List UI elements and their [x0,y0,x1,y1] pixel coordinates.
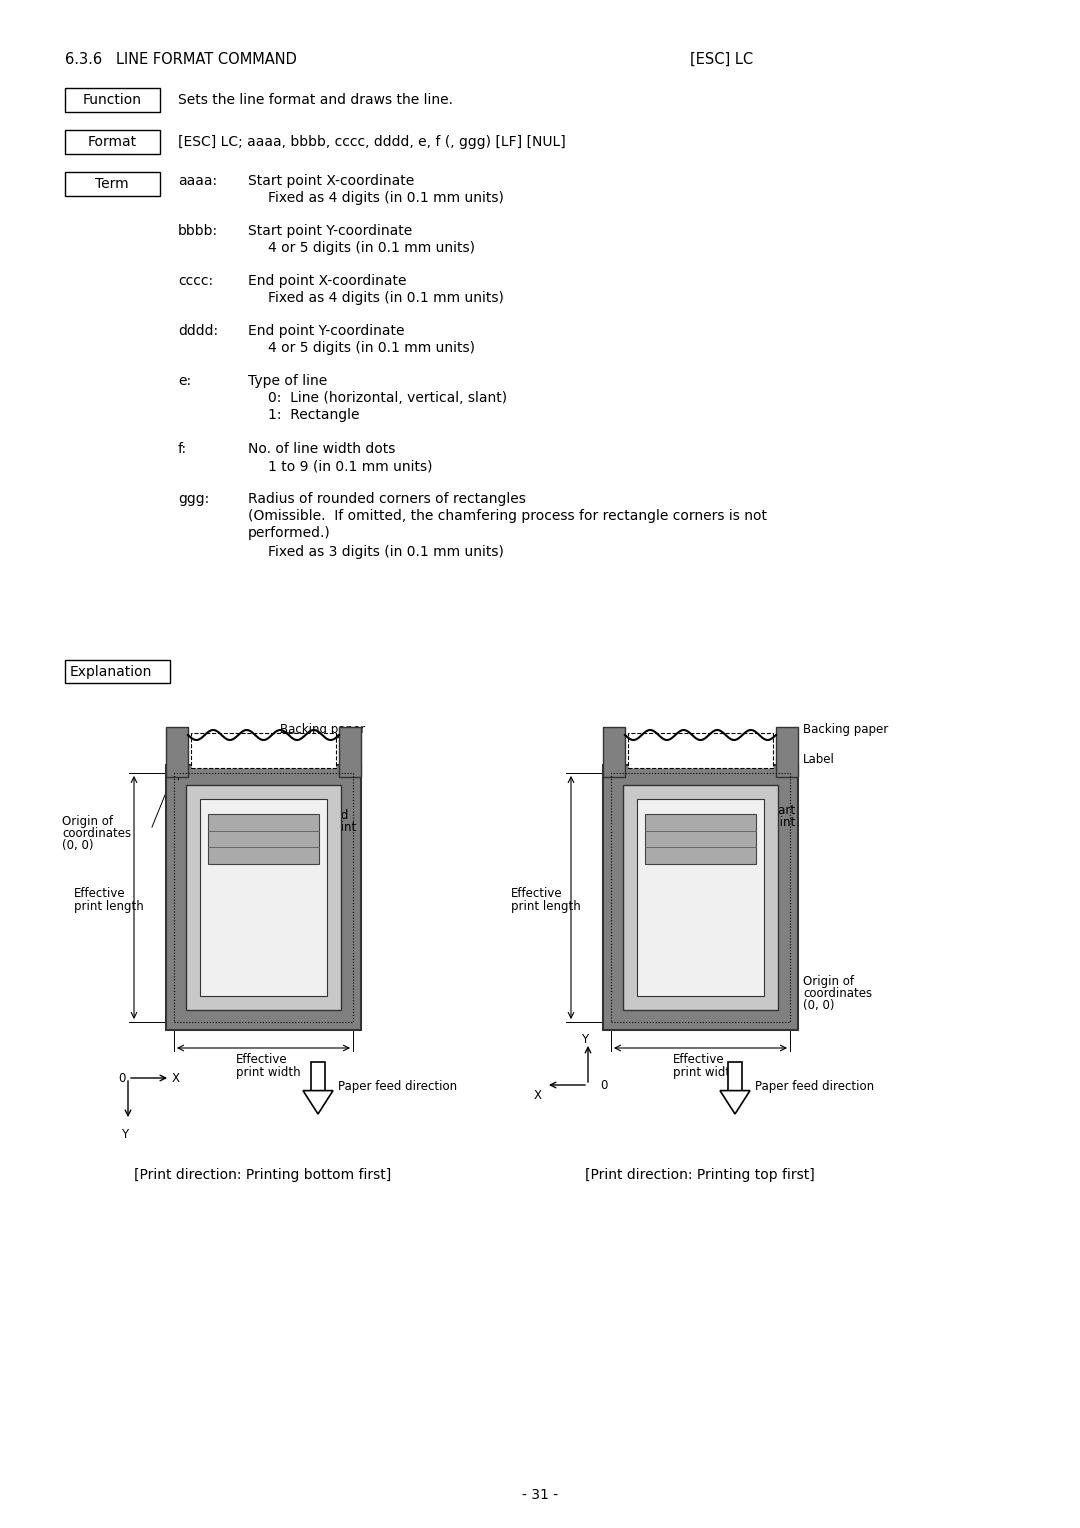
Text: point: point [630,882,660,895]
Bar [65,173,160,196]
Text: Effective: Effective [75,886,125,900]
Text: 0:  Line (horizontal, vertical, slant): 0: Line (horizontal, vertical, slant) [268,391,508,405]
Text: print width: print width [237,1067,300,1079]
Text: Effective: Effective [673,1053,725,1067]
Text: ggg:: ggg: [178,492,210,506]
Text: Term: Term [95,177,129,191]
Text: point: point [327,821,357,834]
Text: Sets the line format and draws the line.: Sets the line format and draws the line. [178,93,453,107]
Text: End: End [327,808,349,822]
Text: (Omissible.  If omitted, the chamfering process for rectangle corners is not: (Omissible. If omitted, the chamfering p… [248,509,767,523]
Text: performed.): performed.) [248,526,330,539]
Text: Effective: Effective [237,1053,287,1067]
Bar [311,1062,325,1091]
Text: 0: 0 [118,1073,125,1085]
Text: 4 or 5 digits (in 0.1 mm units): 4 or 5 digits (in 0.1 mm units) [268,341,475,354]
Text: Origin of: Origin of [62,814,113,828]
Text: Radius of rounded corners of rectangles: Radius of rounded corners of rectangles [248,492,526,506]
Text: End point Y-coordinate: End point Y-coordinate [248,324,405,338]
Bar [645,814,756,863]
Text: Paper feed direction: Paper feed direction [338,1080,457,1093]
Polygon shape [303,1091,333,1114]
Text: Start point Y-coordinate: Start point Y-coordinate [248,225,413,238]
Bar [728,1062,742,1091]
Text: 4 or 5 digits (in 0.1 mm units): 4 or 5 digits (in 0.1 mm units) [268,241,475,255]
Text: Format: Format [87,134,136,150]
Text: (0, 0): (0, 0) [804,999,835,1012]
Text: dddd:: dddd: [178,324,218,338]
Text: coordinates: coordinates [62,827,131,840]
Text: [ESC] LC; aaaa, bbbb, cccc, dddd, e, f (, ggg) [LF] [NUL]: [ESC] LC; aaaa, bbbb, cccc, dddd, e, f (… [178,134,566,150]
Bar [65,660,170,683]
Text: Explanation: Explanation [70,665,152,678]
Text: X: X [172,1073,180,1085]
Text: cccc:: cccc: [178,274,213,287]
Bar [65,89,160,112]
Text: Fixed as 3 digits (in 0.1 mm units): Fixed as 3 digits (in 0.1 mm units) [268,545,504,559]
Text: X: X [534,1089,542,1102]
Bar [603,766,798,1030]
Text: 6.3.6   LINE FORMAT COMMAND: 6.3.6 LINE FORMAT COMMAND [65,52,297,67]
Bar [611,773,789,1022]
Bar [339,727,361,778]
Bar [174,773,353,1022]
Text: Origin of: Origin of [804,975,854,989]
Text: Backing paper: Backing paper [280,723,365,736]
Bar [777,727,798,778]
Text: f:: f: [178,442,187,455]
Text: Fixed as 4 digits (in 0.1 mm units): Fixed as 4 digits (in 0.1 mm units) [268,290,504,306]
Text: 1 to 9 (in 0.1 mm units): 1 to 9 (in 0.1 mm units) [268,458,432,474]
Text: Label: Label [804,753,835,766]
Bar [637,799,764,996]
Text: [ESC] LC: [ESC] LC [690,52,753,67]
Bar [166,727,188,778]
Text: print length: print length [511,900,581,914]
Bar [186,785,341,1010]
Bar [623,785,778,1010]
Text: aaaa:: aaaa: [178,174,217,188]
Text: Type of line: Type of line [248,374,327,388]
Bar [208,814,319,863]
Text: Function: Function [82,93,141,107]
Polygon shape [720,1091,750,1114]
Bar [166,766,361,1030]
Text: End: End [630,869,652,883]
Text: Start: Start [766,804,795,817]
Text: Fixed as 4 digits (in 0.1 mm units): Fixed as 4 digits (in 0.1 mm units) [268,191,504,205]
Text: Effective: Effective [511,886,563,900]
Text: print width: print width [673,1067,738,1079]
Text: point: point [766,816,796,830]
Text: - 31 -: - 31 - [522,1488,558,1502]
Text: 1:  Rectangle: 1: Rectangle [268,408,360,422]
Text: Y: Y [121,1128,129,1141]
Text: Y: Y [581,1033,589,1047]
Text: (0, 0): (0, 0) [62,839,94,853]
Text: 0: 0 [600,1079,607,1093]
Text: e:: e: [178,374,191,388]
Bar [65,130,160,154]
Bar [191,733,336,769]
Text: bbbb:: bbbb: [178,225,218,238]
Text: Paper feed direction: Paper feed direction [755,1080,874,1093]
Bar [200,799,327,996]
Text: Start point: Start point [213,796,276,808]
Text: print length: print length [75,900,144,914]
Text: Backing paper: Backing paper [804,723,888,736]
Text: coordinates: coordinates [804,987,873,999]
Text: [Print direction: Printing top first]: [Print direction: Printing top first] [585,1167,815,1183]
Text: [Print direction: Printing bottom first]: [Print direction: Printing bottom first] [134,1167,392,1183]
Bar [627,733,773,769]
Text: No. of line width dots: No. of line width dots [248,442,395,455]
Text: Start point X-coordinate: Start point X-coordinate [248,174,415,188]
Bar [603,727,625,778]
Text: End point X-coordinate: End point X-coordinate [248,274,406,287]
Text: Label: Label [280,753,312,766]
